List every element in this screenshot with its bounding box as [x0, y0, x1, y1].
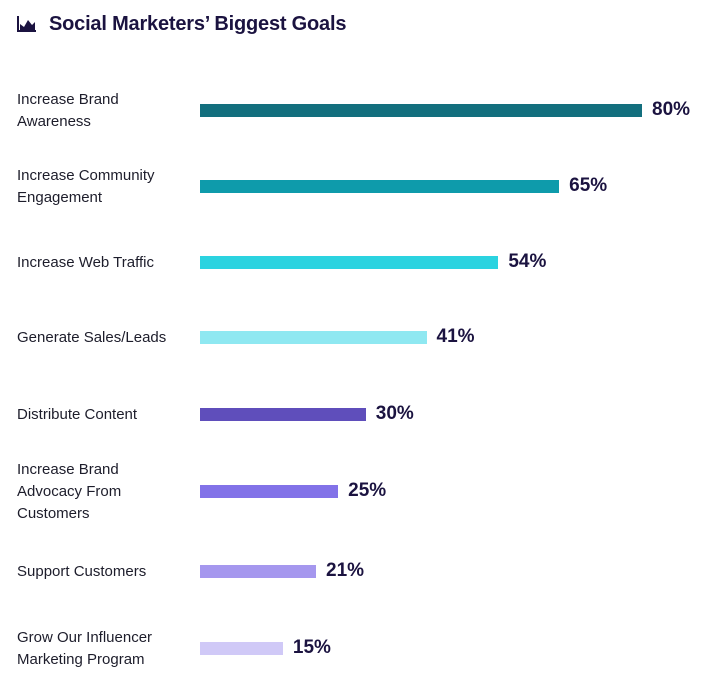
- category-label: Generate Sales/Leads: [17, 329, 167, 346]
- bar: [200, 330, 427, 344]
- chart-header: Social Marketers’ Biggest Goals: [17, 10, 346, 38]
- chart-title: Social Marketers’ Biggest Goals: [49, 12, 347, 35]
- bar: [200, 564, 317, 578]
- category-label: Increase Brand Awareness: [17, 91, 119, 130]
- area-chart-icon: [17, 16, 36, 32]
- bar: [200, 255, 499, 269]
- category-label: Distribute Content: [17, 406, 138, 423]
- data-label: 21%: [326, 560, 365, 581]
- bar: [200, 484, 339, 498]
- category-label: Support Customers: [17, 563, 147, 580]
- data-label: 15%: [292, 637, 331, 658]
- category-label: Increase Community Engagement: [17, 167, 155, 206]
- category-label: Grow Our Influencer Marketing Program: [17, 629, 153, 668]
- category-label: Increase Web Traffic: [17, 254, 155, 271]
- bar: [200, 103, 642, 117]
- category-label: Increase Brand Advocacy From Customers: [17, 461, 122, 522]
- data-label: 41%: [436, 326, 475, 347]
- data-label: 30%: [375, 403, 414, 424]
- data-label: 54%: [508, 251, 547, 272]
- bar: [200, 407, 366, 421]
- data-label: 80%: [652, 99, 691, 120]
- bar: [200, 641, 283, 655]
- data-label: 25%: [348, 480, 387, 501]
- bar: [200, 179, 560, 193]
- data-label: 65%: [569, 175, 608, 196]
